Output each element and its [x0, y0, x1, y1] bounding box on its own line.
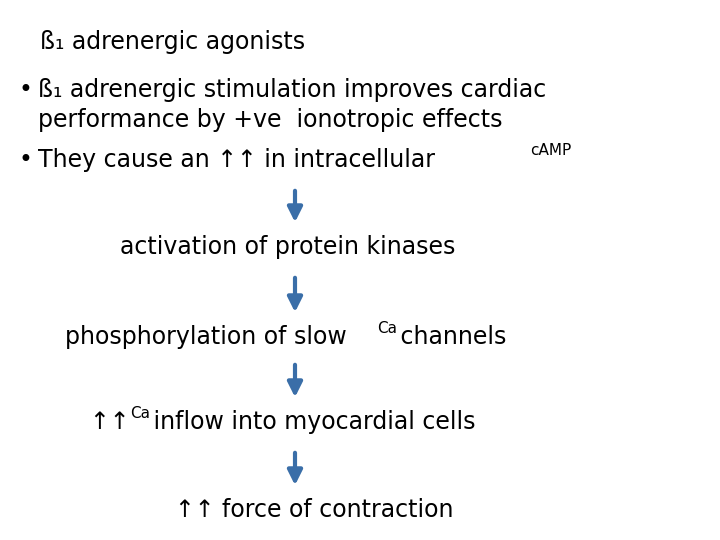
- Text: They cause an ↑↑ in intracellular: They cause an ↑↑ in intracellular: [38, 148, 443, 172]
- Text: channels: channels: [393, 325, 506, 349]
- Text: cAMP: cAMP: [530, 143, 571, 158]
- Text: performance by +ve  ionotropic effects: performance by +ve ionotropic effects: [38, 108, 503, 132]
- Text: ↑↑: ↑↑: [90, 410, 137, 434]
- Text: phosphorylation of slow: phosphorylation of slow: [65, 325, 354, 349]
- Text: ↑↑ force of contraction: ↑↑ force of contraction: [175, 498, 454, 522]
- Text: inflow into myocardial cells: inflow into myocardial cells: [146, 410, 475, 434]
- Text: ß₁ adrenergic agonists: ß₁ adrenergic agonists: [40, 30, 305, 54]
- Text: activation of protein kinases: activation of protein kinases: [120, 235, 455, 259]
- Text: ß₁ adrenergic stimulation improves cardiac: ß₁ adrenergic stimulation improves cardi…: [38, 78, 546, 102]
- Text: •: •: [18, 148, 32, 172]
- Text: Ca: Ca: [377, 321, 397, 336]
- Text: Ca: Ca: [130, 406, 150, 421]
- Text: •: •: [18, 78, 32, 102]
